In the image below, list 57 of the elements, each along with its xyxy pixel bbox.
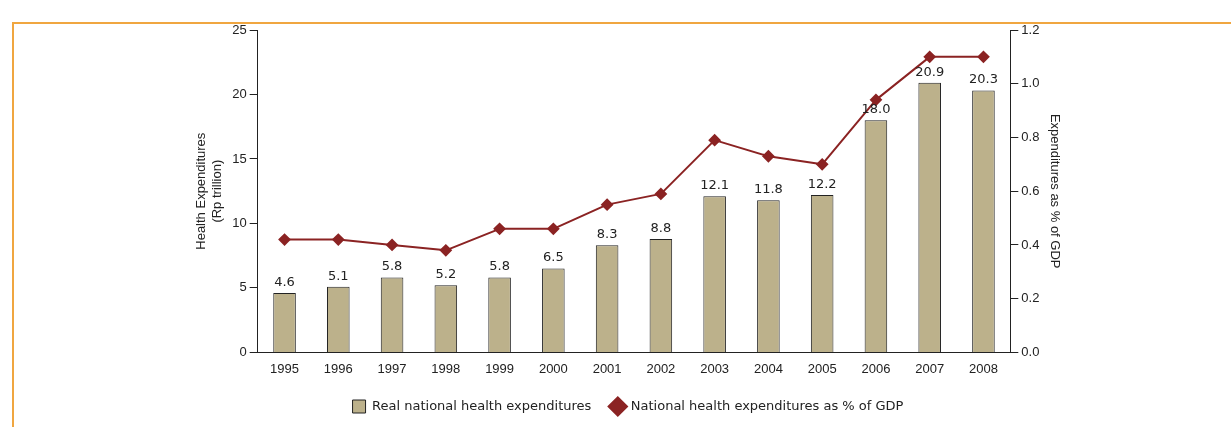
x-tick-label: 2005 [807,360,837,376]
x-tick-label: 1996 [323,360,353,376]
point [977,50,990,63]
x-tick-label: 2001 [592,360,622,376]
point [278,233,291,246]
y2-tick-label: 0.2 [1021,290,1040,306]
point [923,50,936,63]
data-label: 5.1 [327,267,349,283]
point [601,198,614,211]
x-tick-label: 2003 [700,360,730,376]
data-label: 5.8 [381,258,403,274]
point [439,244,452,257]
x-tick-label: 2002 [646,360,676,376]
data-label: 20.3 [968,71,998,87]
point [386,238,399,251]
point [332,233,345,246]
data-label: 8.8 [650,219,672,235]
data-label: 6.5 [543,249,564,265]
data-label: 12.1 [700,177,730,193]
x-tick-label: 1998 [431,360,461,376]
x-tick-label: 1995 [270,360,299,376]
point [547,222,560,235]
data-label: 4.6 [274,273,295,289]
data-label: 12.2 [807,175,837,191]
y-tick-label: 5 [239,279,247,295]
y2-tick-label: 0.6 [1021,182,1040,198]
x-tick-label: 1997 [377,360,407,376]
y-tick-label: 0 [239,343,247,359]
y2-tick-label: 1.0 [1021,75,1040,91]
point [708,134,721,147]
y-tick-label: 25 [232,21,247,37]
legend-label: National health expenditures as % of GDP [630,397,904,413]
data-label: 20.9 [915,63,945,79]
point [816,158,829,171]
x-tick-label: 2007 [915,360,945,376]
data-label: 5.2 [435,266,457,282]
y-tick-label: 20 [232,86,247,102]
data-label: 11.8 [753,181,783,197]
y2-axis-title: Expenditures as % of GDP [1047,113,1063,269]
y-tick-label: 10 [232,215,247,231]
point [493,222,506,235]
y2-tick-label: 0.4 [1021,236,1040,252]
y2-tick-label: 0.8 [1021,129,1040,145]
data-label: 8.3 [596,226,618,242]
data-label: 5.8 [489,258,510,274]
x-tick-label: 2006 [861,360,891,376]
y-axis-title: Health Expenditures (Rp trillion) [193,132,224,250]
x-tick-label: 1999 [485,360,515,376]
y2-tick-label: 0.0 [1021,343,1040,359]
point [654,187,667,200]
legend-label: Real national health expenditures [372,397,592,413]
y-tick-label: 15 [232,150,247,166]
x-tick-label: 2000 [538,360,568,376]
y2-tick-label: 1.2 [1021,21,1040,37]
x-tick-label: 2004 [753,360,783,376]
point [762,150,775,163]
x-tick-label: 2008 [968,360,998,376]
